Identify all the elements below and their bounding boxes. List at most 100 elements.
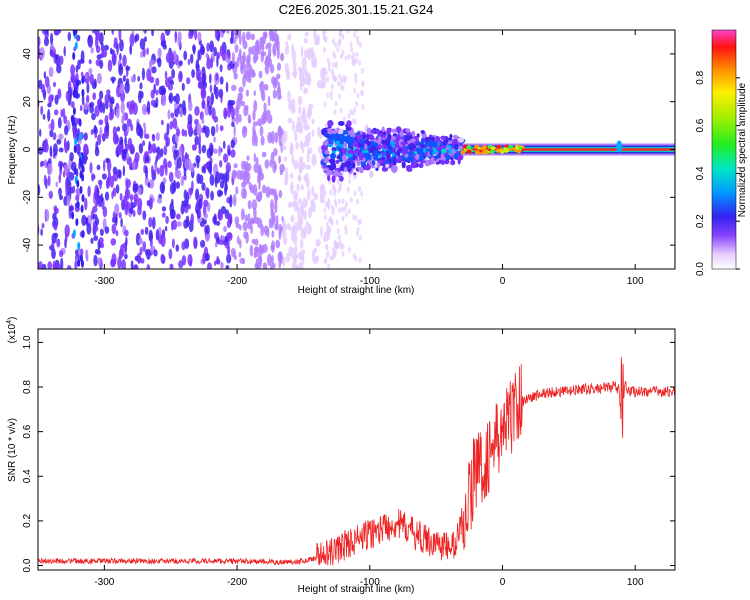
spectrogram-cell [304, 31, 309, 37]
spectrogram-cell [150, 99, 157, 107]
spectrogram-cell [453, 143, 459, 150]
spectrogram-cell [59, 250, 64, 258]
spectrogram-cell [117, 169, 122, 179]
spectrogram-cell [186, 219, 190, 228]
spectrogram-cell [215, 220, 221, 226]
snr-x-tick-label: 100 [627, 577, 644, 588]
spectrogram-cell [345, 126, 352, 131]
spectrogram-cell [71, 211, 75, 220]
spectrogram-cell [92, 198, 96, 204]
spectrogram-cell [169, 121, 173, 130]
spectrogram-cell [194, 106, 200, 116]
spectrogram-cell [119, 39, 124, 52]
spectrogram-cell [274, 132, 279, 144]
spectrogram-cell [278, 155, 282, 164]
spectrogram-cell [58, 173, 62, 184]
colorbar-label: Normalized spectral amplitude [737, 82, 748, 217]
spectrogram-cell [259, 125, 264, 137]
spectrogram-cell [361, 134, 367, 140]
spectrogram-cell [229, 194, 233, 208]
spectrogram-cell [143, 30, 147, 34]
spectrogram-cell [307, 147, 313, 155]
spectrogram-cell [58, 133, 64, 140]
spectrogram-cell [297, 198, 302, 204]
spectrogram-cell [188, 100, 193, 112]
spectrogram-cell [148, 217, 153, 228]
spectrogram-cell [206, 42, 210, 52]
spectrogram-cell [375, 128, 380, 135]
spectrogram-cell [123, 130, 128, 137]
spectrogram-cell [198, 174, 204, 185]
spectrogram-cell [93, 78, 97, 89]
spectrogram-cell [54, 109, 59, 116]
spectrogram-cell [161, 206, 167, 212]
spectrogram-cell [291, 154, 295, 165]
spectrogram-cell [508, 144, 513, 149]
spectrogram-cell [165, 215, 169, 224]
spectrogram-cell [253, 251, 257, 259]
spectrogram-cell [273, 148, 278, 157]
spectrogram-cell [90, 129, 94, 136]
spectrogram-cell [199, 76, 203, 88]
spectrogram-cell [496, 144, 502, 149]
spectrogram-cell [263, 83, 269, 91]
spectrogram-cell [148, 197, 153, 210]
spectrogram-cell [102, 102, 106, 114]
spectrogram-cell [314, 56, 318, 69]
spectrogram-cell [168, 171, 174, 183]
spectrogram-cell [201, 182, 206, 191]
spectrogram-cell [194, 135, 200, 146]
spectrogram-cell [38, 183, 41, 197]
spectrogram-cell [76, 79, 79, 88]
spectrogram-cell [339, 244, 343, 250]
spectrogram-cell [337, 93, 341, 100]
spectrogram-cell [227, 245, 231, 256]
spectrogram-cell [324, 150, 330, 155]
spectrogram-cell [178, 260, 184, 269]
spectrogram-cell [227, 51, 231, 59]
spectrogram-cell [230, 149, 236, 158]
spectrogram-cell [428, 139, 434, 148]
spectrogram-cell [75, 90, 79, 99]
spectrogram-cell [38, 261, 43, 269]
spectrogram-cell [280, 52, 285, 62]
spectrogram-cell [254, 134, 258, 147]
spectrogram-cell [347, 53, 351, 60]
spectrogram-cell [387, 133, 392, 141]
spectrogram-cell [253, 216, 259, 224]
spectrogram-cell [297, 95, 303, 106]
spectrogram-cell [109, 175, 115, 188]
spectrogram-cell [86, 223, 92, 235]
spectrogram-cell [175, 181, 181, 189]
spectrogram-cell [343, 142, 348, 148]
spectrogram-cell [96, 72, 102, 84]
spectrogram-cell [83, 102, 89, 110]
spectrogram-cell [91, 113, 96, 121]
spectrogram-cell [205, 162, 210, 168]
spectrogram-cell [300, 229, 307, 239]
spectrogram-cell [273, 48, 277, 57]
spectrogram-cell [253, 100, 258, 112]
spectrogram-cell [270, 255, 274, 265]
colorbar-tick-label: 0.4 [695, 166, 706, 180]
spectrogram-cell [311, 129, 315, 137]
spectrogram-cell [230, 139, 236, 149]
spectrogram-cell [431, 156, 435, 163]
spectrogram-cell [292, 200, 296, 208]
spectrogram-cell [336, 172, 343, 176]
spectrogram-cell [265, 44, 269, 50]
spectrogram-cell [213, 213, 217, 226]
spectrogram-cell [93, 254, 98, 267]
spectrogram-cell [125, 178, 131, 189]
spectrogram-cell [198, 147, 202, 155]
spectrogram-cell [111, 52, 117, 62]
spectrogram-cell [118, 63, 124, 76]
spectrogram-cell [284, 167, 288, 180]
spectrogram-y-label: Frequency (Hz) [7, 116, 18, 185]
spectrogram-cell [55, 181, 59, 188]
spectrogram-cell [341, 85, 345, 92]
spectrogram-cell [302, 197, 308, 209]
spectrogram-cell [380, 152, 386, 156]
spectrogram-cell [129, 143, 135, 153]
spectrogram-cell [336, 46, 340, 53]
